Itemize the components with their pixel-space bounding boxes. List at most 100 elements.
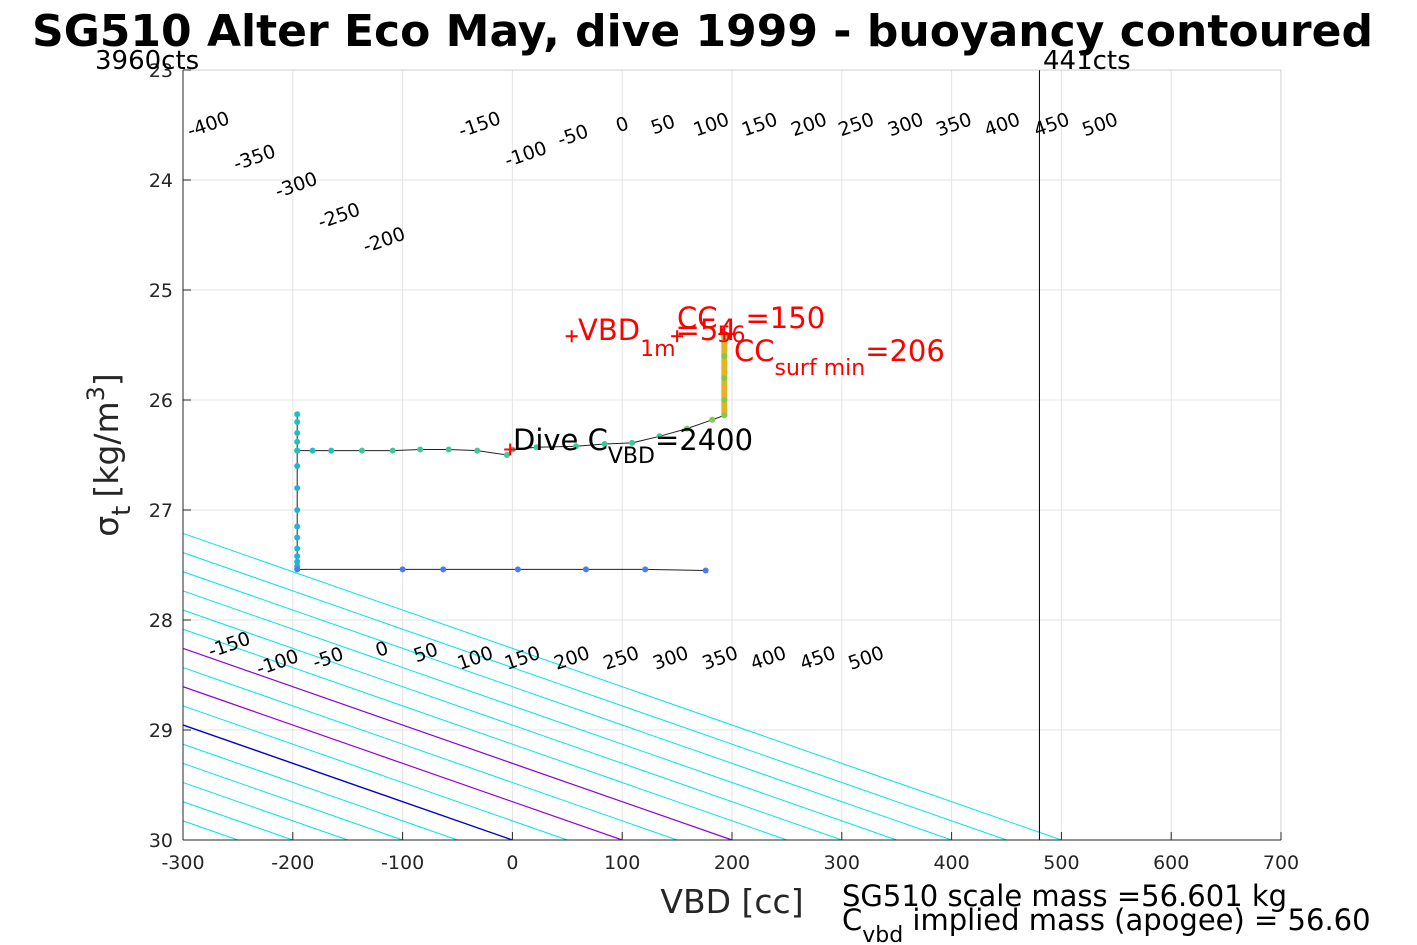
y-tick-label: 27 xyxy=(149,500,173,522)
ascent-point xyxy=(417,446,424,453)
x-tick-label: -300 xyxy=(161,852,204,874)
contour-label: 200 xyxy=(551,642,592,675)
contour-label: -50 xyxy=(310,643,347,674)
count-label-right: 441cts xyxy=(1043,46,1131,76)
x-tick-label: 0 xyxy=(506,852,518,874)
descent-point xyxy=(294,566,301,573)
contour-line-cyan xyxy=(183,571,952,840)
annotation-dive-cvbd: Dive CVBD=2400 xyxy=(513,423,753,469)
contour-label: -350 xyxy=(231,140,279,175)
descent-point xyxy=(294,485,301,491)
contour-line-cyan xyxy=(183,743,458,840)
ascent-point xyxy=(601,441,608,447)
contour-label: 200 xyxy=(788,108,829,141)
descent-point xyxy=(294,463,301,469)
contour-line-cyan xyxy=(183,666,678,840)
ascent-point xyxy=(629,439,636,446)
footer-scale-mass: SG510 scale mass =56.601 kg xyxy=(842,879,1287,913)
contour-label: 0 xyxy=(613,112,632,137)
contour-line-cyan xyxy=(183,628,788,840)
red-markers xyxy=(504,328,731,456)
contour-label: 350 xyxy=(933,108,974,141)
x-tick-label: 700 xyxy=(1263,852,1299,874)
descent-point xyxy=(294,534,301,541)
ascent-point xyxy=(503,452,510,458)
y-tick-label: 29 xyxy=(149,720,173,742)
contour-line-cyan xyxy=(183,532,1062,840)
y-tick-label: 25 xyxy=(149,280,173,302)
ascent-point xyxy=(294,447,301,454)
contour-line-magenta xyxy=(183,686,623,840)
x-axis-label: VBD [cc] xyxy=(660,882,803,921)
y-ticks: 23 24 25 26 27 28 29 30 xyxy=(149,60,191,852)
descent-point xyxy=(514,566,521,573)
contour-label: 500 xyxy=(1079,108,1120,141)
contour-label: -100 xyxy=(254,645,302,680)
x-tick-label: 600 xyxy=(1153,852,1189,874)
y-tick-label: 26 xyxy=(149,390,173,412)
contour-label: 250 xyxy=(601,642,642,675)
contour-label: 350 xyxy=(699,642,740,675)
annotation-ccsurf: CCsurf min=206 xyxy=(734,334,945,381)
descent-point xyxy=(294,523,301,530)
descent-point xyxy=(702,567,709,574)
y-tick-label: 24 xyxy=(149,170,173,192)
descent-point xyxy=(294,558,301,565)
dive-trajectory xyxy=(294,333,728,574)
contour-label: 450 xyxy=(797,642,838,675)
ascent-point xyxy=(358,447,365,454)
contour-label: 100 xyxy=(455,642,496,675)
contour-line-blue xyxy=(183,724,513,840)
x-ticks: -300 -200 -100 0 100 200 300 400 500 600 700 xyxy=(161,832,1299,874)
count-label-left: 3960cts xyxy=(95,46,199,76)
x-tick-label: 200 xyxy=(714,852,750,874)
contour-line-cyan xyxy=(183,801,293,840)
contour-label: 400 xyxy=(982,108,1023,141)
descent-point xyxy=(399,566,406,573)
red-plus-marker xyxy=(565,330,578,343)
ascent-point xyxy=(294,419,301,425)
contour-lines xyxy=(183,532,1062,840)
contour-label: 50 xyxy=(648,110,678,139)
contour-label: -300 xyxy=(272,168,320,203)
contour-label: 50 xyxy=(411,638,441,667)
ascent-point xyxy=(656,433,663,440)
contour-line-cyan xyxy=(183,552,1007,840)
ascent-point xyxy=(683,425,690,432)
x-tick-label: -100 xyxy=(381,852,424,874)
contour-line-cyan xyxy=(183,609,842,840)
contour-label: 100 xyxy=(691,108,732,141)
ascent-point xyxy=(294,430,301,436)
contour-label: -150 xyxy=(456,107,504,142)
ascent-point xyxy=(573,443,580,450)
descent-point xyxy=(440,566,447,573)
contour-label: -400 xyxy=(184,107,232,142)
contour-label: -150 xyxy=(205,628,253,663)
contour-line-cyan xyxy=(183,705,568,840)
chart-title: SG510 Alter Eco May, dive 1999 - buoyanc… xyxy=(32,6,1373,57)
ascent-point xyxy=(294,411,301,418)
contour-label: -250 xyxy=(315,199,363,234)
contour-label: 400 xyxy=(748,642,789,675)
contour-line-cyan xyxy=(183,590,897,840)
descent-point xyxy=(294,507,301,513)
contour-label: 150 xyxy=(739,108,780,141)
y-tick-label: 23 xyxy=(149,60,173,82)
y-axis-label: σt[kg/m3] xyxy=(82,373,137,536)
ascent-point xyxy=(533,444,540,451)
x-tick-label: 300 xyxy=(824,852,860,874)
ascent-point xyxy=(309,447,316,454)
contour-line-magenta xyxy=(183,647,733,840)
red-plus-marker xyxy=(504,443,517,456)
ascent-point xyxy=(474,447,481,454)
x-tick-label: -200 xyxy=(271,852,314,874)
footer-implied-mass: Cvbd implied mass (apogee) = 56.60 xyxy=(842,903,1371,945)
grid-lines xyxy=(183,70,1281,840)
contour-label: 500 xyxy=(845,642,886,675)
contour-label: 450 xyxy=(1031,108,1072,141)
annotation-cc56: CC56=150 xyxy=(677,301,825,348)
red-plus-marker xyxy=(671,330,684,343)
descent-point xyxy=(642,566,649,573)
ascent-point xyxy=(328,447,335,454)
